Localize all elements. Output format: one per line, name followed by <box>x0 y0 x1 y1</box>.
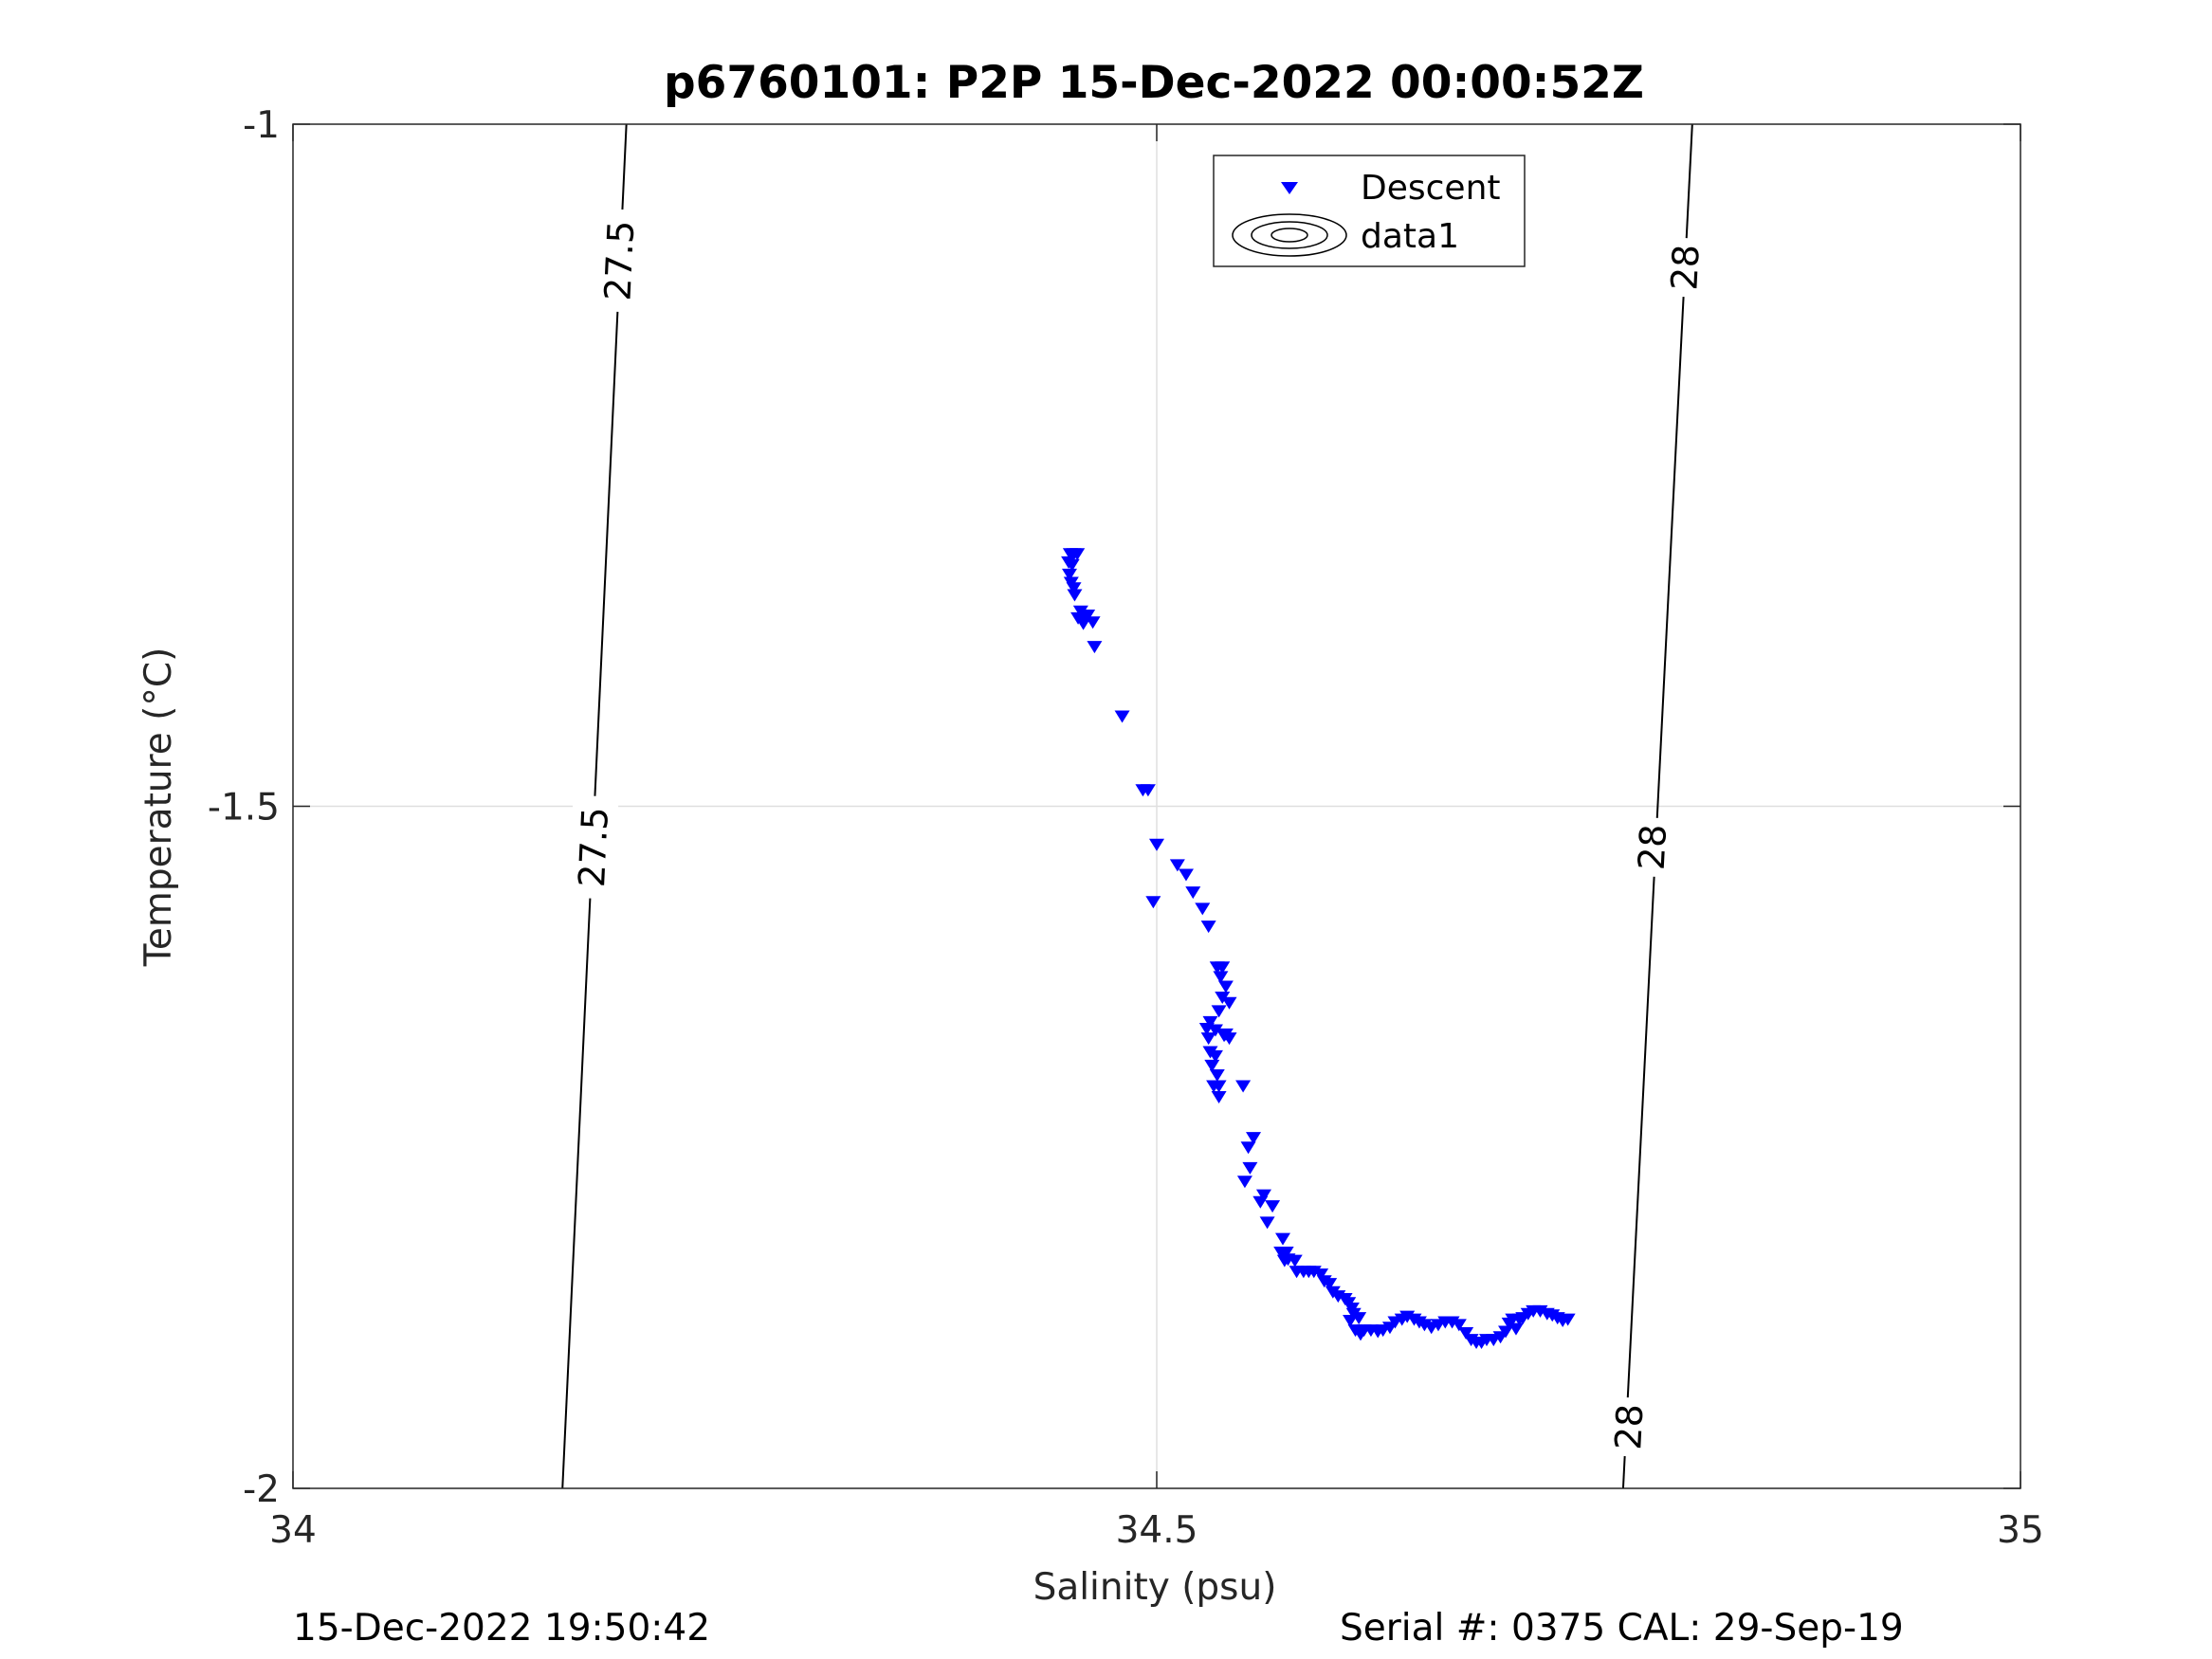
descent-point <box>1066 582 1082 595</box>
descent-point <box>1240 1141 1256 1155</box>
descent-point <box>1069 548 1086 561</box>
y-tick-label: -1 <box>243 104 280 147</box>
y-axis-label: Temperature (°C) <box>137 647 180 968</box>
x-tick-label: 35 <box>1997 1509 2044 1552</box>
legend-descent-marker-icon <box>1281 182 1298 194</box>
descent-point <box>1221 996 1237 1010</box>
descent-point <box>1255 1189 1271 1202</box>
descent-point <box>1508 1322 1524 1336</box>
descent-point <box>1259 1216 1275 1230</box>
descent-point <box>1451 1319 1467 1332</box>
descent-point <box>1221 1032 1237 1046</box>
contour-label-gap <box>1628 816 1677 878</box>
contour-label-group: 27.5 <box>594 208 645 313</box>
contour-label: 28 <box>1663 244 1707 292</box>
contour-label: 27.5 <box>571 806 616 888</box>
descent-point <box>1064 558 1080 572</box>
footer-serial-cal: Serial #: 0375 CAL: 29-Sep-19 <box>1340 1607 1904 1650</box>
descent-point <box>1169 859 1185 872</box>
descent-point <box>1140 784 1156 797</box>
contour-label-gap <box>1660 236 1710 299</box>
descent-point <box>1200 921 1216 934</box>
contour-label-gap <box>568 794 619 900</box>
descent-point <box>1195 902 1211 916</box>
y-tick-label: -1.5 <box>208 787 280 830</box>
descent-point <box>1145 896 1161 909</box>
descent-point <box>1178 868 1194 882</box>
descent-point <box>1114 710 1130 723</box>
descent-point <box>1209 1068 1225 1082</box>
descent-point <box>1215 961 1231 975</box>
descent-point <box>1067 589 1083 602</box>
x-tick-label: 34 <box>269 1509 317 1552</box>
contour-label: 27.5 <box>596 220 642 302</box>
legend-descent-label: Descent <box>1361 169 1501 208</box>
axis-ticks: 34 34.5 35 -2 -1.5 -1 <box>208 104 2044 1552</box>
descent-point <box>1185 886 1201 900</box>
contour-label-gap <box>1604 1396 1654 1458</box>
descent-point <box>1087 641 1103 654</box>
x-tick-label: 34.5 <box>1116 1509 1198 1552</box>
descent-point <box>1217 980 1234 994</box>
descent-point <box>1085 616 1101 629</box>
descent-point <box>1236 1176 1252 1189</box>
contour-label: 28 <box>1631 823 1674 871</box>
descent-point <box>1202 1015 1218 1029</box>
density-contour-line <box>1621 124 1693 1488</box>
legend-contour-icon <box>1232 213 1347 257</box>
descent-point <box>1275 1232 1291 1246</box>
descent-point <box>1198 1023 1215 1036</box>
legend-box <box>1213 155 1526 267</box>
descent-point <box>1252 1195 1269 1209</box>
descent-point <box>1149 838 1164 851</box>
descent-point <box>1235 1080 1252 1093</box>
descent-point <box>1200 1032 1216 1046</box>
descent-point <box>1242 1161 1258 1175</box>
contour-label-group: 28 <box>1628 816 1677 878</box>
descent-point <box>1211 1091 1227 1104</box>
contour-label-group: 28 <box>1604 1396 1654 1458</box>
y-tick-label: -2 <box>243 1468 280 1511</box>
contour-label-group: 27.5 <box>568 794 619 900</box>
x-axis-label: Salinity (psu) <box>1033 1566 1277 1609</box>
descent-point <box>1204 1059 1220 1072</box>
chart-title: p6760101: P2P 15-Dec-2022 00:00:52Z <box>664 57 1644 109</box>
legend[interactable]: Descent data1 <box>1213 155 1526 267</box>
descent-point <box>1207 1049 1223 1063</box>
legend-data1-label: data1 <box>1361 217 1459 256</box>
descent-point <box>1246 1132 1262 1145</box>
descent-series <box>1061 548 1576 1350</box>
contour-label-gap <box>594 208 645 313</box>
descent-point <box>1213 971 1229 984</box>
density-contour-labels: 27.5 27.5 28 28 28 <box>568 208 1710 1458</box>
descent-point <box>1061 568 1077 581</box>
descent-point <box>1322 1278 1338 1291</box>
contour-label-group: 28 <box>1660 236 1710 299</box>
descent-point <box>1287 1254 1303 1267</box>
descent-point <box>1265 1200 1281 1213</box>
descent-point <box>1211 1005 1227 1018</box>
descent-point <box>1211 1080 1227 1093</box>
descent-point <box>1458 1326 1474 1340</box>
descent-point <box>1351 1312 1367 1325</box>
descent-point <box>1075 617 1091 630</box>
descent-point <box>1560 1313 1576 1326</box>
footer-timestamp: 15-Dec-2022 19:50:42 <box>293 1607 711 1650</box>
descent-point <box>1313 1268 1329 1282</box>
descent-point <box>1278 1247 1294 1260</box>
descent-point <box>1343 1315 1359 1328</box>
contour-label: 28 <box>1607 1403 1651 1451</box>
